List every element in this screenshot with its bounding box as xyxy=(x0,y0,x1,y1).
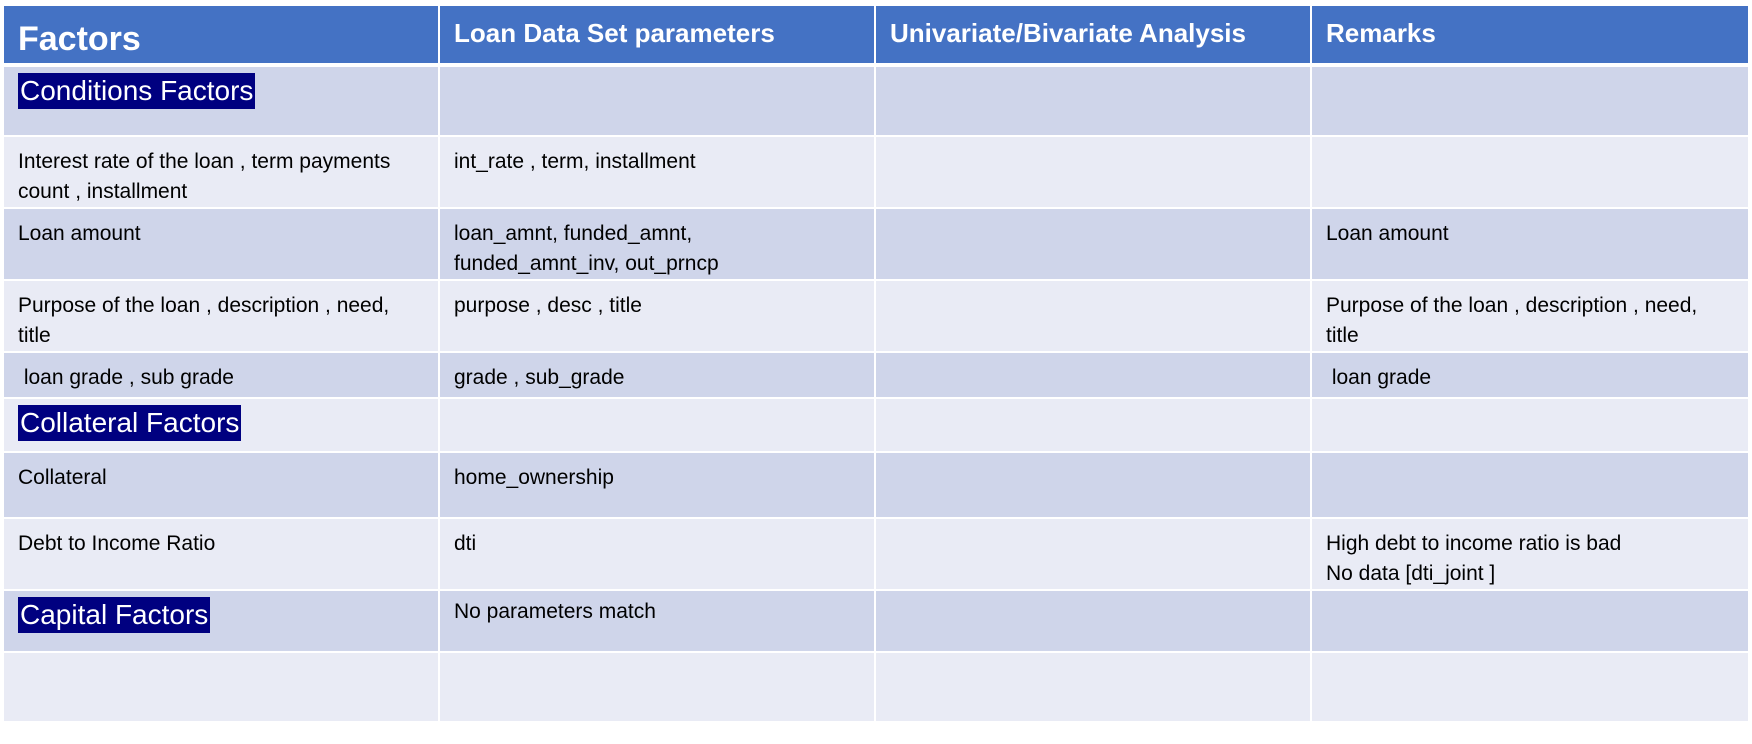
params-text: loan_amnt, funded_amnt, xyxy=(454,222,693,245)
params-text: int_rate , term, installment xyxy=(454,150,696,173)
analysis-cell xyxy=(876,209,1312,281)
params-cell: int_rate , term, installment xyxy=(440,137,876,209)
params-cell xyxy=(440,67,876,137)
params-cell: home_ownership xyxy=(440,453,876,519)
table-row: Collateral Factors xyxy=(4,399,1748,453)
params-cell: loan_amnt, funded_amnt, funded_amnt_inv,… xyxy=(440,209,876,281)
table-row: Debt to Income Ratio dti High debt to in… xyxy=(4,519,1748,591)
factor-text: Purpose of the loan , description , need… xyxy=(18,294,390,317)
remarks-text: High debt to income ratio is bad xyxy=(1326,532,1622,555)
table-row: Capital Factors No parameters match xyxy=(4,591,1748,653)
remarks-cell xyxy=(1312,137,1748,209)
remarks-text: Purpose of the loan , description , need… xyxy=(1326,294,1698,317)
analysis-cell xyxy=(876,591,1312,653)
table-row: loan grade , sub grade grade , sub_grade… xyxy=(4,353,1748,399)
table-row: Purpose of the loan , description , need… xyxy=(4,281,1748,353)
factor-text: count , installment xyxy=(18,180,188,203)
factors-table: Factors Loan Data Set parameters Univari… xyxy=(4,6,1748,723)
remarks-cell: loan grade xyxy=(1312,353,1748,399)
section-label-collateral: Collateral Factors xyxy=(18,405,242,441)
factor-text: Collateral xyxy=(18,466,107,489)
analysis-cell xyxy=(876,453,1312,519)
factor-text: Interest rate of the loan , term payment… xyxy=(18,150,391,173)
factor-text: loan grade , sub grade xyxy=(18,366,234,389)
params-cell: No parameters match xyxy=(440,591,876,653)
table-row: Conditions Factors xyxy=(4,67,1748,137)
params-text: home_ownership xyxy=(454,466,614,489)
factor-cell xyxy=(4,653,440,723)
remarks-text: loan grade xyxy=(1326,366,1432,389)
factor-cell: Loan amount xyxy=(4,209,440,281)
params-text: purpose , desc , title xyxy=(454,294,642,317)
remarks-text: No data [dti_joint ] xyxy=(1326,562,1496,585)
factor-text: title xyxy=(18,324,51,347)
params-cell: dti xyxy=(440,519,876,591)
analysis-cell xyxy=(876,67,1312,137)
remarks-cell xyxy=(1312,399,1748,453)
params-cell: grade , sub_grade xyxy=(440,353,876,399)
header-analysis: Univariate/Bivariate Analysis xyxy=(876,6,1312,67)
section-label-conditions: Conditions Factors xyxy=(18,73,256,109)
section-label-capital: Capital Factors xyxy=(18,597,211,633)
analysis-cell xyxy=(876,399,1312,453)
remarks-text: title xyxy=(1326,324,1359,347)
analysis-cell xyxy=(876,353,1312,399)
header-row: Factors Loan Data Set parameters Univari… xyxy=(4,6,1748,67)
remarks-cell: Loan amount xyxy=(1312,209,1748,281)
params-cell: purpose , desc , title xyxy=(440,281,876,353)
params-text: grade , sub_grade xyxy=(454,366,625,389)
params-text: funded_amnt_inv, out_prncp xyxy=(454,252,719,275)
header-factors: Factors xyxy=(4,6,440,67)
factor-cell: Interest rate of the loan , term payment… xyxy=(4,137,440,209)
factor-cell: Purpose of the loan , description , need… xyxy=(4,281,440,353)
remarks-cell: Purpose of the loan , description , need… xyxy=(1312,281,1748,353)
factor-text: Loan amount xyxy=(18,222,141,245)
remarks-cell xyxy=(1312,653,1748,723)
factors-table-container: Factors Loan Data Set parameters Univari… xyxy=(4,6,1748,723)
header-remarks: Remarks xyxy=(1312,6,1748,67)
params-text: dti xyxy=(454,532,477,555)
header-loan-params: Loan Data Set parameters xyxy=(440,6,876,67)
factor-cell: Capital Factors xyxy=(4,591,440,653)
analysis-cell xyxy=(876,653,1312,723)
table-row: Interest rate of the loan , term payment… xyxy=(4,137,1748,209)
params-cell xyxy=(440,653,876,723)
analysis-cell xyxy=(876,281,1312,353)
factor-cell: loan grade , sub grade xyxy=(4,353,440,399)
params-cell xyxy=(440,399,876,453)
analysis-cell xyxy=(876,519,1312,591)
remarks-cell xyxy=(1312,67,1748,137)
factor-cell: Collateral Factors xyxy=(4,399,440,453)
table-row: Collateral home_ownership xyxy=(4,453,1748,519)
remarks-cell xyxy=(1312,591,1748,653)
table-row: Loan amount loan_amnt, funded_amnt, fund… xyxy=(4,209,1748,281)
table-row xyxy=(4,653,1748,723)
remarks-cell xyxy=(1312,453,1748,519)
params-text: No parameters match xyxy=(454,600,656,623)
factor-cell: Debt to Income Ratio xyxy=(4,519,440,591)
remarks-cell: High debt to income ratio is bad No data… xyxy=(1312,519,1748,591)
remarks-text: Loan amount xyxy=(1326,222,1449,245)
factor-cell: Collateral xyxy=(4,453,440,519)
factor-cell: Conditions Factors xyxy=(4,67,440,137)
analysis-cell xyxy=(876,137,1312,209)
factor-text: Debt to Income Ratio xyxy=(18,532,216,555)
